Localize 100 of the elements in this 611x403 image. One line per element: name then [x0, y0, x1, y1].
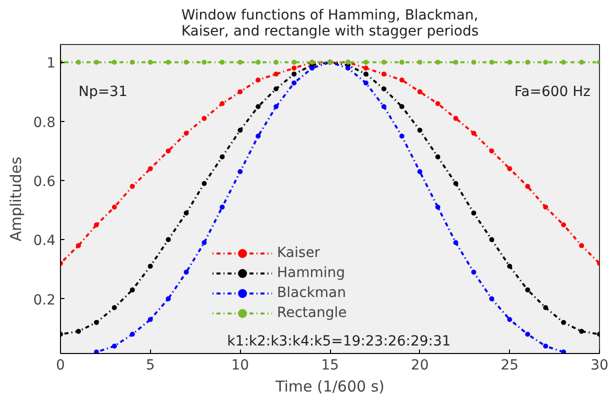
- point: [543, 344, 548, 349]
- point: [274, 60, 279, 65]
- point: [184, 210, 189, 216]
- point: [471, 130, 476, 136]
- point: [256, 104, 261, 110]
- point: [525, 287, 530, 292]
- x-tick-label: 15: [321, 358, 339, 374]
- point: [435, 204, 440, 210]
- y-tick-label: 0.6: [33, 174, 56, 190]
- point: [274, 86, 279, 92]
- point: [184, 130, 189, 136]
- point: [381, 72, 386, 77]
- point: [543, 204, 548, 210]
- point: [435, 154, 440, 160]
- annotation: k1:k2:k3:k4:k5=19:23:26:29:31: [227, 334, 451, 350]
- point: [561, 320, 566, 325]
- point: [489, 148, 494, 154]
- point: [381, 60, 386, 65]
- point: [363, 72, 368, 77]
- point: [112, 204, 117, 210]
- point: [130, 184, 135, 189]
- point: [292, 60, 297, 65]
- point: [112, 305, 117, 310]
- point: [363, 80, 368, 86]
- legend-label: Hamming: [277, 265, 346, 281]
- point: [417, 128, 422, 133]
- point: [238, 128, 243, 133]
- point: [417, 89, 422, 94]
- chart-title: Window functions of Hamming, Blackman, Kaiser, and rectangle with stagger periods: [181, 8, 479, 40]
- point: [292, 66, 297, 71]
- point: [507, 166, 512, 172]
- point: [130, 332, 135, 337]
- point: [435, 101, 440, 106]
- y-tick-label: 0.2: [33, 292, 56, 308]
- point: [184, 270, 189, 275]
- x-tick-label: 30: [590, 358, 608, 374]
- x-tick-label: 10: [231, 358, 250, 374]
- point: [561, 222, 566, 228]
- point: [148, 60, 153, 65]
- point: [94, 222, 99, 228]
- x-tick-label: 5: [146, 358, 155, 374]
- x-tick-label: 20: [410, 358, 429, 374]
- point: [579, 60, 584, 65]
- point: [130, 287, 135, 292]
- point: [202, 180, 207, 186]
- point: [471, 270, 476, 275]
- point: [166, 296, 171, 302]
- point: [453, 180, 458, 186]
- x-axis-title: Time (1/600 s): [274, 378, 385, 396]
- point: [310, 66, 315, 71]
- y-tick-label: 0.8: [33, 114, 56, 131]
- point: [148, 166, 153, 172]
- point: [489, 237, 494, 242]
- point: [363, 66, 368, 71]
- point: [453, 60, 458, 65]
- point: [453, 240, 458, 246]
- point: [238, 60, 243, 65]
- point: [76, 328, 81, 334]
- point: [94, 60, 99, 65]
- point: [76, 243, 81, 248]
- point: [561, 60, 566, 65]
- point: [417, 169, 422, 174]
- legend-label: Kaiser: [277, 245, 320, 261]
- point: [489, 60, 494, 65]
- point: [256, 60, 261, 65]
- point: [417, 60, 422, 65]
- point: [256, 134, 261, 139]
- point: [543, 60, 548, 65]
- point: [130, 60, 135, 65]
- point: [543, 305, 548, 310]
- point: [292, 80, 297, 86]
- point: [112, 344, 117, 349]
- point: [220, 60, 225, 65]
- point: [292, 72, 297, 77]
- point: [220, 101, 225, 106]
- point: [76, 60, 81, 65]
- point: [381, 86, 386, 92]
- point: [184, 60, 189, 65]
- point: [345, 66, 350, 71]
- point: [166, 60, 171, 65]
- point: [112, 60, 117, 65]
- point: [507, 60, 512, 65]
- point: [202, 116, 207, 121]
- x-tick-label: 0: [56, 358, 65, 374]
- point: [166, 237, 171, 242]
- point: [148, 317, 153, 322]
- point: [435, 60, 440, 65]
- point: [453, 116, 458, 121]
- point: [220, 154, 225, 160]
- annotation: Fa=600 Hz: [514, 84, 591, 100]
- y-axis-title: Amplitudes: [7, 156, 26, 242]
- y-tick-label: 0.4: [33, 233, 56, 250]
- point: [238, 89, 243, 94]
- point: [525, 184, 530, 189]
- point: [489, 296, 494, 302]
- point: [579, 243, 584, 248]
- point: [525, 332, 530, 337]
- point: [202, 240, 207, 246]
- legend-label: Blackman: [277, 285, 346, 301]
- point: [238, 169, 243, 174]
